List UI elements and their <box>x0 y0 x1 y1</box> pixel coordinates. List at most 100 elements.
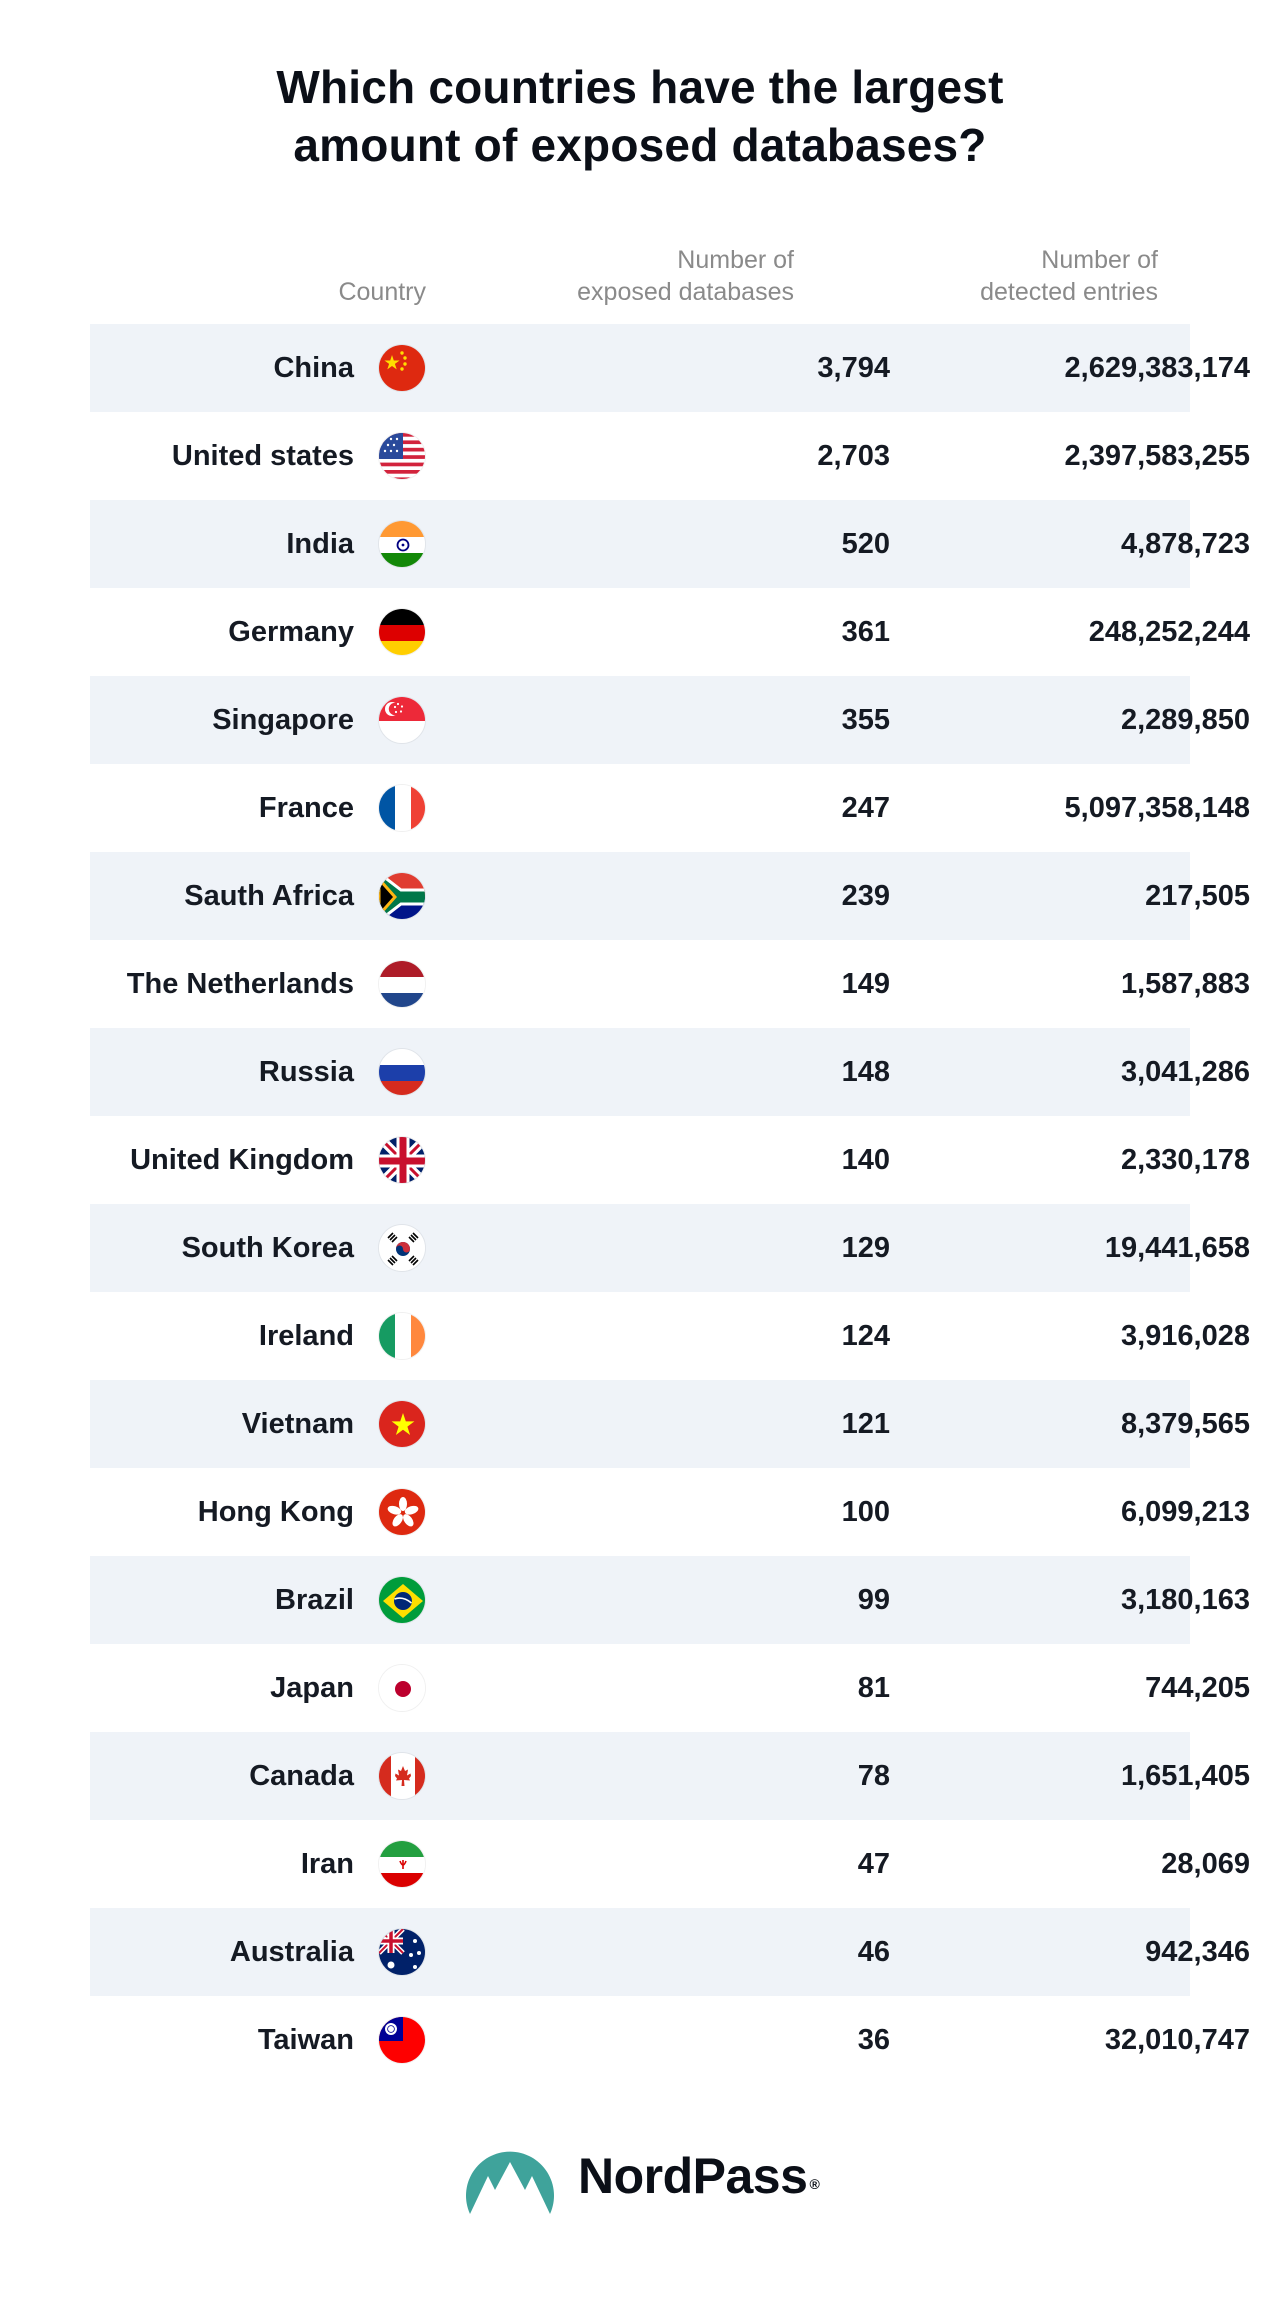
country-name: Canada <box>249 1760 354 1792</box>
detected-entries-value: 6,099,213 <box>1120 1496 1250 1528</box>
china-flag-icon <box>378 344 426 392</box>
usa-flag-icon <box>378 432 426 480</box>
detected-entries-value: 3,180,163 <box>1120 1584 1250 1616</box>
table-row: Iran 47 28,069 <box>90 1820 1250 1908</box>
country-name: The Netherlands <box>126 968 354 1000</box>
exposed-databases-value: 100 <box>841 1496 890 1528</box>
exposed-databases-value: 3,794 <box>817 352 890 384</box>
exposed-databases-value: 124 <box>841 1320 890 1352</box>
country-name: India <box>286 528 354 560</box>
title-line-2: amount of exposed databases? <box>293 119 987 171</box>
logo-name: NordPass <box>578 2148 808 2204</box>
india-flag-icon <box>378 520 426 568</box>
country-name: Hong Kong <box>197 1496 354 1528</box>
detected-entries-value: 19,441,658 <box>1104 1232 1250 1264</box>
exposed-databases-value: 99 <box>857 1584 890 1616</box>
detected-entries-value: 8,379,565 <box>1120 1408 1250 1440</box>
detected-entries-value: 248,252,244 <box>1088 616 1250 648</box>
column-header-databases-line-1: Number of <box>677 246 794 274</box>
exposed-databases-value: 355 <box>841 704 890 736</box>
detected-entries-value: 2,397,583,255 <box>1064 440 1250 472</box>
table-row: Singapore 355 2,289,850 <box>90 676 1250 764</box>
detected-entries-value: 2,330,178 <box>1120 1144 1250 1176</box>
table-row: United states 2,703 2,397,583,255 <box>90 412 1250 500</box>
exposed-databases-value: 129 <box>841 1232 890 1264</box>
countries-table: China 3,794 2,629,383,174 United states 2,70… <box>90 324 1250 2084</box>
column-header-databases-line-2: exposed databases <box>577 278 794 306</box>
table-row: Russia 148 3,041,286 <box>90 1028 1250 1116</box>
country-name: South Korea <box>181 1232 354 1264</box>
detected-entries-value: 744,205 <box>1145 1672 1250 1704</box>
taiwan-flag-icon <box>378 2016 426 2064</box>
exposed-databases-value: 46 <box>857 1936 890 1968</box>
table-row: Japan 81 744,205 <box>90 1644 1250 1732</box>
table-row: United Kingdom 140 2,330,178 <box>90 1116 1250 1204</box>
exposed-databases-value: 239 <box>841 880 890 912</box>
exposed-databases-value: 148 <box>841 1056 890 1088</box>
detected-entries-value: 28,069 <box>1161 1848 1250 1880</box>
table-row: Australia 46 942,346 <box>90 1908 1250 1996</box>
country-name: Taiwan <box>257 2024 354 2056</box>
table-row: Germany 361 248,252,244 <box>90 588 1250 676</box>
table-row: Brazil 99 3,180,163 <box>90 1556 1250 1644</box>
column-header-country-label: Country <box>338 278 426 306</box>
exposed-databases-value: 2,703 <box>817 440 890 472</box>
column-header-entries: Number of detected entries <box>860 244 1158 308</box>
column-header-country: Country <box>260 276 426 308</box>
column-header-entries-line-1: Number of <box>1041 246 1158 274</box>
exposed-databases-value: 361 <box>841 616 890 648</box>
detected-entries-value: 217,505 <box>1145 880 1250 912</box>
country-name: Vietnam <box>241 1408 354 1440</box>
france-flag-icon <box>378 784 426 832</box>
country-name: Singapore <box>212 704 354 736</box>
australia-flag-icon <box>378 1928 426 1976</box>
exposed-databases-value: 140 <box>841 1144 890 1176</box>
nordpass-mountain-icon <box>466 2151 554 2214</box>
uk-flag-icon <box>378 1136 426 1184</box>
table-row: Canada 78 1,651,405 <box>90 1732 1250 1820</box>
russia-flag-icon <box>378 1048 426 1096</box>
exposed-databases-value: 247 <box>841 792 890 824</box>
vietnam-flag-icon <box>378 1400 426 1448</box>
detected-entries-value: 3,041,286 <box>1120 1056 1250 1088</box>
table-row: Taiwan 36 32,010,747 <box>90 1996 1250 2084</box>
country-name: Australia <box>229 1936 354 1968</box>
exposed-databases-value: 47 <box>857 1848 890 1880</box>
detected-entries-value: 2,629,383,174 <box>1064 352 1250 384</box>
detected-entries-value: 942,346 <box>1145 1936 1250 1968</box>
table-row: Ireland 124 3,916,028 <box>90 1292 1250 1380</box>
title-line-1: Which countries have the largest <box>276 61 1004 113</box>
country-name: United Kingdom <box>130 1144 354 1176</box>
column-header-databases: Number of exposed databases <box>500 244 794 308</box>
detected-entries-value: 2,289,850 <box>1120 704 1250 736</box>
canada-flag-icon <box>378 1752 426 1800</box>
germany-flag-icon <box>378 608 426 656</box>
country-name: United states <box>171 440 354 472</box>
country-name: China <box>273 352 354 384</box>
table-row: China 3,794 2,629,383,174 <box>90 324 1250 412</box>
table-row: South Korea 129 19,441,658 <box>90 1204 1250 1292</box>
table-row: Sauth Africa 239 217,505 <box>90 852 1250 940</box>
table-row: The Netherlands 149 1,587,883 <box>90 940 1250 1028</box>
logo-text: NordPass ® <box>578 2144 820 2208</box>
hong-kong-flag-icon <box>378 1488 426 1536</box>
country-name: Germany <box>228 616 354 648</box>
exposed-databases-value: 121 <box>841 1408 890 1440</box>
column-header-entries-line-2: detected entries <box>980 278 1158 306</box>
country-name: Ireland <box>258 1320 354 1352</box>
japan-flag-icon <box>378 1664 426 1712</box>
country-name: Iran <box>300 1848 354 1880</box>
south-korea-flag-icon <box>378 1224 426 1272</box>
brazil-flag-icon <box>378 1576 426 1624</box>
exposed-databases-value: 36 <box>857 2024 890 2056</box>
detected-entries-value: 5,097,358,148 <box>1064 792 1250 824</box>
table-row: Vietnam 121 8,379,565 <box>90 1380 1250 1468</box>
detected-entries-value: 4,878,723 <box>1120 528 1250 560</box>
south-africa-flag-icon <box>378 872 426 920</box>
exposed-databases-value: 81 <box>857 1672 890 1704</box>
table-row: Hong Kong 100 6,099,213 <box>90 1468 1250 1556</box>
country-name: Japan <box>270 1672 354 1704</box>
exposed-databases-value: 149 <box>841 968 890 1000</box>
nordpass-logo: NordPass ® <box>462 2136 822 2216</box>
detected-entries-value: 3,916,028 <box>1120 1320 1250 1352</box>
